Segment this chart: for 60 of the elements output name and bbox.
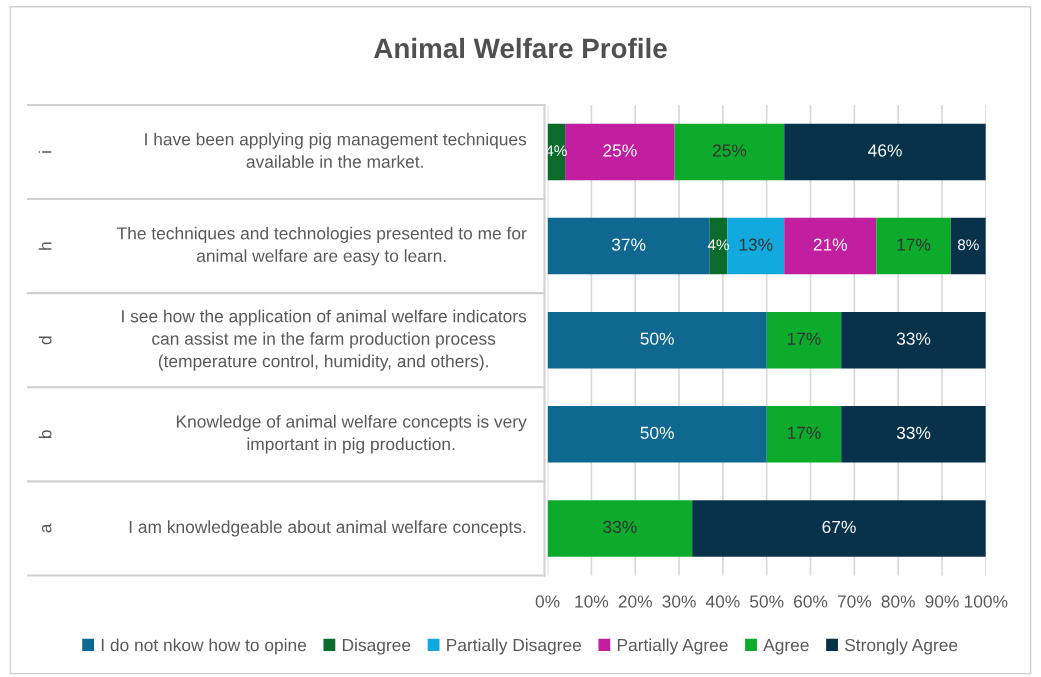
bar (547, 500, 693, 557)
bar (565, 123, 675, 181)
text: d (38, 336, 52, 345)
legend-label: Partially Agree (617, 638, 728, 655)
x-tick-label: 90% (925, 595, 959, 608)
data-label: 21% (813, 238, 847, 251)
x-tick-label: 10% (575, 595, 609, 608)
data-label: 13% (739, 238, 773, 251)
data-label: 25% (603, 144, 637, 157)
bar (692, 500, 986, 557)
bar (766, 406, 842, 463)
legend-label: I do not nkow how to opine (101, 638, 307, 655)
data-label: 8% (957, 239, 979, 251)
bar (784, 217, 877, 275)
x-tick-label: 40% (705, 595, 740, 608)
x-tick-label: 20% (618, 595, 652, 608)
data-label: 37% (611, 238, 646, 251)
chart-title: Animal Welfare Profile (374, 37, 667, 59)
data-label: 25% (712, 144, 747, 157)
text: b (38, 430, 52, 438)
data-label: 33% (896, 426, 931, 439)
bar (547, 406, 767, 463)
y-tick-label: Knowledge of animal welfare concepts is very important in pig production. (176, 414, 527, 454)
bar (727, 217, 785, 275)
y-tick-label: I am knowledgeable about animal welfare concepts. (129, 520, 526, 537)
y-tick-label: I see how the application of animal welfare indicators can assist me in the farm production process (temperature control, humidity, and others). (122, 309, 527, 371)
bar (950, 217, 986, 275)
text: i (38, 151, 52, 153)
data-label: 67% (822, 520, 856, 534)
bar (547, 311, 767, 369)
legend-label: Partially Disagree (447, 638, 582, 655)
data-label: 17% (897, 238, 931, 251)
x-tick-label: 0% (535, 595, 560, 608)
x-tick-label: 50% (750, 595, 784, 608)
x-tick-label: 80% (881, 595, 915, 608)
bar (876, 217, 951, 275)
bar (841, 406, 986, 463)
bar (841, 311, 986, 369)
data-label: 50% (640, 332, 674, 345)
bar (766, 311, 842, 369)
x-tick-label: 60% (794, 595, 828, 608)
legend-label: Disagree (342, 638, 411, 655)
data-label: 17% (787, 332, 821, 345)
data-label: 17% (787, 426, 821, 439)
y-tick-label: I have been applying pig management techniques available in the market. (145, 132, 527, 168)
text: a (41, 523, 52, 533)
y-tick-label: The techniques and technologies presented to me for animal welfare are easy to learn. (116, 226, 527, 266)
legend-label: Agree (763, 639, 809, 655)
bar (784, 123, 986, 181)
x-tick-label: 70% (837, 595, 872, 608)
text: h (38, 242, 52, 250)
data-label: 33% (896, 332, 931, 345)
data-label: 50% (640, 426, 674, 439)
bar (547, 217, 710, 275)
data-label: 33% (603, 520, 637, 534)
x-tick-label: 30% (662, 595, 696, 608)
bar (674, 123, 785, 181)
data-label: 46% (868, 144, 902, 157)
x-tick-label: 100% (964, 595, 1008, 608)
legend-label: Strongly Agree (844, 638, 958, 655)
